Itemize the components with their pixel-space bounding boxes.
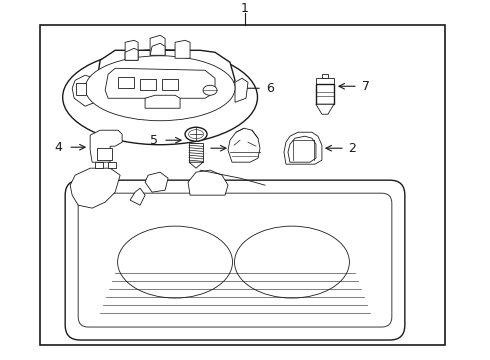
Bar [316,84,334,104]
Text: 3: 3 [192,142,200,155]
Polygon shape [150,43,165,55]
Polygon shape [145,172,168,192]
FancyBboxPatch shape [78,193,392,327]
Text: 6: 6 [266,82,274,95]
Polygon shape [235,78,248,102]
Polygon shape [145,95,180,108]
Polygon shape [288,136,316,162]
Polygon shape [95,50,235,102]
Polygon shape [228,128,260,162]
Text: 1: 1 [241,2,249,15]
Text: 5: 5 [150,134,158,147]
Text: 7: 7 [362,80,370,93]
Bar [162,79,178,90]
Bar [76,83,86,95]
Ellipse shape [203,85,217,95]
Bar [40,25,445,345]
Polygon shape [284,132,322,164]
Bar [140,79,156,90]
Ellipse shape [85,56,235,121]
Bar [316,78,334,84]
Polygon shape [125,40,138,60]
Polygon shape [130,188,145,205]
Ellipse shape [63,50,257,145]
Bar [108,162,116,168]
Text: 4: 4 [54,141,62,154]
Polygon shape [70,168,120,208]
Polygon shape [188,170,228,195]
Polygon shape [125,48,138,60]
Polygon shape [72,75,95,106]
Polygon shape [189,162,203,168]
Ellipse shape [235,226,349,298]
Bar [97,148,112,160]
Polygon shape [316,104,334,114]
Bar [322,74,328,78]
Polygon shape [175,40,190,58]
Polygon shape [150,35,165,55]
Ellipse shape [185,127,207,141]
FancyBboxPatch shape [65,180,405,340]
Bar [118,77,134,88]
Bar [189,143,203,162]
Bar [95,162,103,168]
Polygon shape [105,68,215,98]
Text: 2: 2 [348,142,356,155]
Ellipse shape [118,226,233,298]
Polygon shape [90,130,122,162]
